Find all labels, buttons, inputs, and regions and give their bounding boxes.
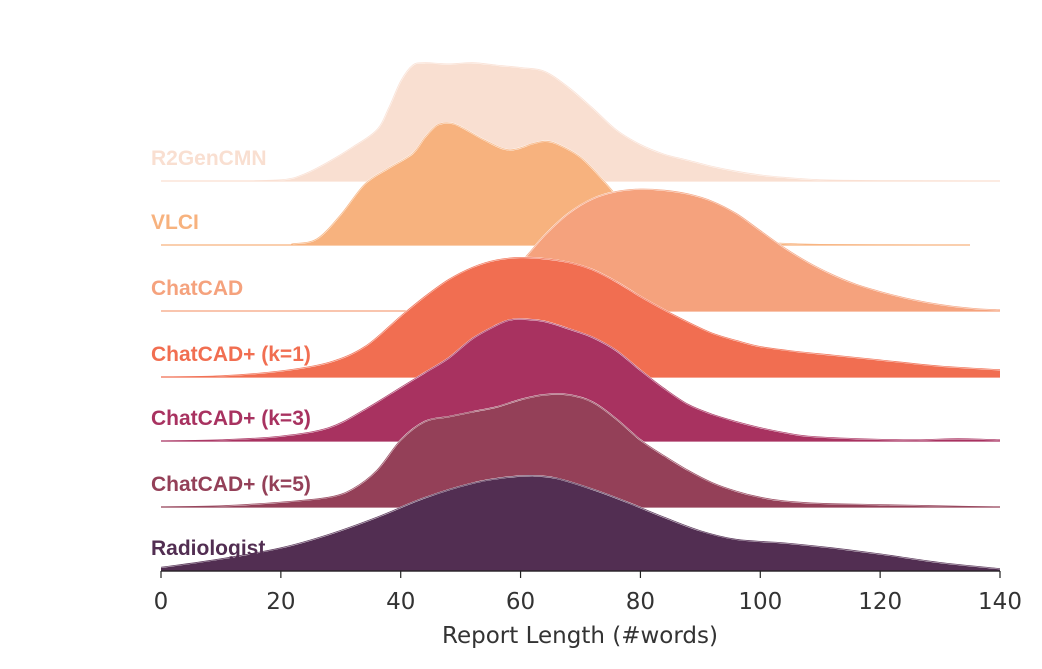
series-label: ChatCAD+ (k=3) <box>151 407 311 430</box>
ridges <box>160 61 1001 572</box>
series-label: ChatCAD <box>151 277 243 300</box>
x-tick-label: 20 <box>266 589 295 615</box>
x-tick-label: 140 <box>978 589 1022 615</box>
ridge-edge <box>160 62 1001 182</box>
series-label: ChatCAD+ (k=5) <box>151 473 311 496</box>
series-labels: R2GenCMN VLCI ChatCAD ChatCAD+ (k=1) ChatCAD… <box>151 147 311 560</box>
ridge-edge <box>160 256 1001 378</box>
x-axis: 0 20 40 60 80 100 120 140 <box>154 570 1022 615</box>
series-label: VLCI <box>151 211 199 234</box>
ridge-edge <box>160 318 1001 442</box>
x-tick-label: 120 <box>858 589 902 615</box>
ridge-area <box>161 62 1000 182</box>
ridge-area <box>161 257 1000 377</box>
ridge-area <box>161 475 1000 571</box>
x-tick-label: 60 <box>506 589 535 615</box>
x-tick-label: 40 <box>386 589 415 615</box>
x-tick-label: 80 <box>626 589 655 615</box>
x-tick-label: 100 <box>738 589 782 615</box>
ridge-edge <box>160 475 1001 569</box>
ridge-area <box>161 188 1000 312</box>
ridge-area <box>161 122 970 246</box>
ridge-edge <box>160 393 1001 508</box>
ridge-area <box>161 393 1000 507</box>
series-label: Radiologist <box>151 537 265 560</box>
x-axis-label: Report Length (#words) <box>442 623 718 649</box>
x-tick-label: 0 <box>154 589 169 615</box>
ridge-area <box>161 318 1000 441</box>
series-label: ChatCAD+ (k=1) <box>151 343 311 366</box>
series-label: R2GenCMN <box>151 147 267 170</box>
